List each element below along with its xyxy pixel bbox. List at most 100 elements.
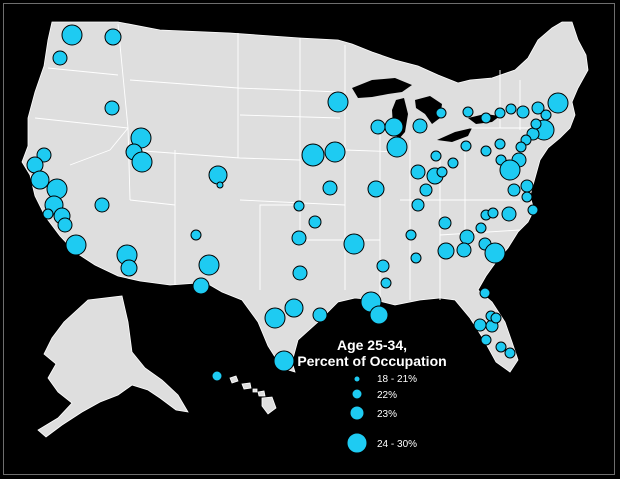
city-bubble [435, 107, 447, 119]
city-bubble [499, 159, 521, 181]
city-bubble [490, 312, 502, 324]
city-bubble [322, 180, 338, 196]
city-bubble [131, 151, 153, 173]
city-bubble [376, 259, 390, 273]
city-bubble [495, 341, 507, 353]
city-bubble [384, 117, 404, 137]
legend-title-line2: Percent of Occupation [297, 353, 446, 369]
lake-huron [415, 96, 442, 124]
city-bubble [324, 141, 346, 163]
city-bubble [208, 165, 228, 185]
alaska-landmass [37, 295, 189, 438]
city-bubble [527, 204, 539, 216]
city-bubble [456, 242, 472, 258]
city-bubble [494, 107, 506, 119]
city-bubble [515, 141, 527, 153]
city-bubble [190, 229, 202, 241]
city-bubble [540, 109, 552, 121]
city-bubble [459, 229, 475, 245]
city-bubble [36, 147, 52, 163]
city-bubble [291, 230, 307, 246]
city-bubble [487, 207, 499, 219]
city-bubble [42, 208, 54, 220]
city-bubble [284, 298, 304, 318]
city-bubble [61, 24, 83, 46]
legend-label-size-3: 23% [377, 409, 397, 420]
city-bubble [520, 179, 534, 193]
legend-label-size-4: 24 - 30% [377, 439, 417, 450]
city-bubble-layer [26, 24, 569, 382]
city-bubble [505, 103, 517, 115]
city-bubble [430, 150, 442, 162]
city-bubble [308, 215, 322, 229]
city-bubble [410, 252, 422, 264]
city-bubble [120, 259, 138, 277]
city-bubble [192, 277, 210, 295]
city-bubble [521, 191, 533, 203]
city-bubble [438, 216, 452, 230]
city-bubble [480, 145, 492, 157]
city-bubble [198, 254, 220, 276]
city-bubble [437, 242, 455, 260]
legend-bubble-size-4 [346, 432, 368, 454]
hawaii-islands [229, 375, 277, 415]
legend-bubble-size-2 [351, 388, 363, 400]
legend: Age 25-34, Percent of Occupation 18 - 21… [297, 337, 447, 454]
city-bubble [369, 305, 389, 325]
legend-title-line1: Age 25-34, [337, 337, 407, 353]
city-bubble [480, 112, 492, 124]
city-bubble [462, 106, 474, 118]
city-bubble [94, 197, 110, 213]
city-bubble [516, 105, 530, 119]
city-bubble [501, 206, 517, 222]
city-bubble [30, 170, 50, 190]
city-bubble [473, 318, 487, 332]
city-bubble [475, 222, 487, 234]
city-bubble [386, 136, 408, 158]
city-bubble [264, 307, 286, 329]
city-bubble [480, 334, 492, 346]
city-bubble [273, 350, 295, 372]
city-bubble [52, 50, 68, 66]
city-bubble [547, 92, 569, 114]
city-bubble [65, 234, 87, 256]
city-bubble [292, 265, 308, 281]
lake-superior [352, 78, 412, 98]
legend-label-size-2: 22% [377, 390, 397, 401]
city-bubble [419, 183, 433, 197]
legend-bubble-size-3 [349, 405, 365, 421]
city-bubble [411, 198, 425, 212]
lake-erie [437, 128, 472, 142]
city-bubble-hawaii [211, 370, 223, 382]
city-bubble [405, 229, 417, 241]
city-bubble [436, 166, 448, 178]
city-bubble [410, 164, 426, 180]
city-bubble [460, 140, 472, 152]
city-bubble [507, 183, 521, 197]
legend-label-size-1: 18 - 21% [377, 374, 417, 385]
city-bubble [57, 217, 73, 233]
legend-bubble-size-1 [353, 375, 361, 383]
city-bubble [104, 28, 122, 46]
city-bubble [380, 277, 392, 289]
city-bubble [504, 347, 516, 359]
city-bubble [327, 91, 349, 113]
city-bubble [370, 119, 386, 135]
city-bubble [494, 138, 506, 150]
city-bubble [479, 287, 491, 299]
city-bubble [301, 143, 325, 167]
city-bubble [312, 307, 328, 323]
city-bubble [293, 200, 305, 212]
city-bubble [104, 100, 120, 116]
city-bubble [216, 181, 224, 189]
city-bubble [343, 233, 365, 255]
city-bubble [530, 118, 542, 130]
city-bubble [412, 118, 428, 134]
city-bubble [484, 242, 506, 264]
city-bubble [367, 180, 385, 198]
city-bubble [531, 101, 545, 115]
city-bubble [447, 157, 459, 169]
figure-frame [3, 3, 615, 475]
